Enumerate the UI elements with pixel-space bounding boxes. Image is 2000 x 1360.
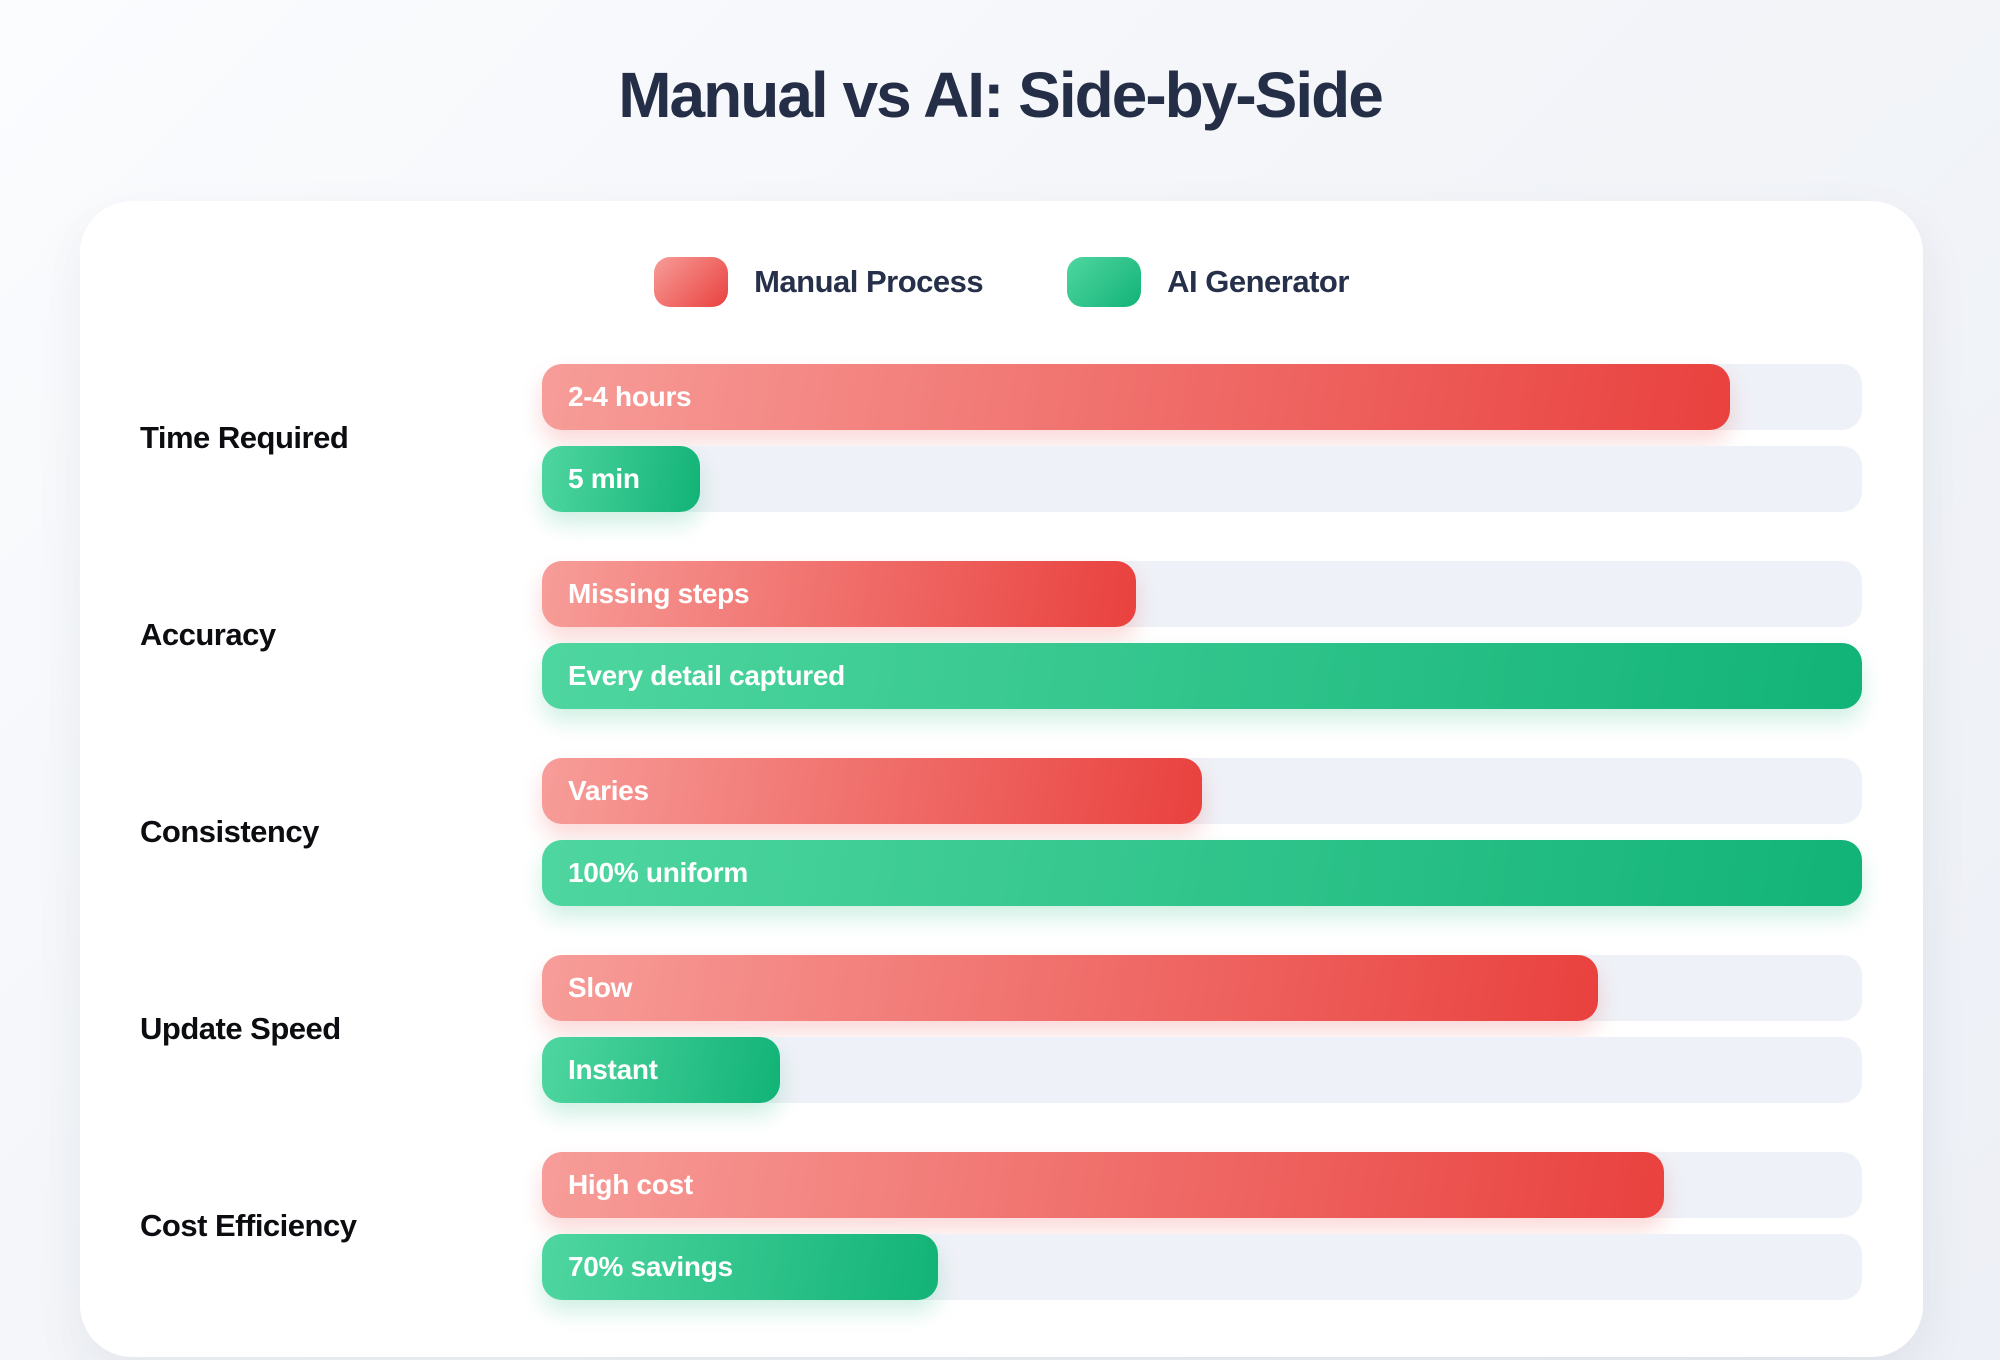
bar-manual: Varies — [542, 758, 1202, 824]
bar-value-label: 5 min — [568, 463, 640, 494]
bar-pair: Missing steps Every detail captured — [542, 561, 1862, 709]
bar-manual: High cost — [542, 1152, 1664, 1218]
legend-label-ai: AI Generator — [1167, 264, 1349, 299]
bar-track-manual: Varies — [542, 758, 1862, 824]
legend-item-manual: Manual Process — [654, 257, 984, 307]
bar-value-label: Varies — [568, 775, 649, 806]
bar-track-ai: 5 min — [542, 446, 1862, 512]
bar-value-label: Instant — [568, 1054, 658, 1085]
bar-track-ai: 100% uniform — [542, 840, 1862, 906]
bar-manual: 2-4 hours — [542, 364, 1730, 430]
category-label: Time Required — [140, 420, 349, 455]
manual-swatch-icon — [654, 257, 729, 307]
bar-value-label: High cost — [568, 1169, 693, 1200]
bar-ai: Instant — [542, 1037, 780, 1103]
bar-manual: Slow — [542, 955, 1598, 1021]
legend: Manual Process AI Generator — [80, 257, 1923, 307]
chart-row-update-speed: Update Speed Slow Instant — [80, 955, 1923, 1103]
bar-track-manual: Slow — [542, 955, 1862, 1021]
chart-row-time-required: Time Required 2-4 hours 5 min — [80, 364, 1923, 512]
category-label: Consistency — [140, 814, 319, 849]
bar-track-ai: Every detail captured — [542, 643, 1862, 709]
bar-ai: Every detail captured — [542, 643, 1862, 709]
bar-ai: 100% uniform — [542, 840, 1862, 906]
bar-value-label: Slow — [568, 972, 633, 1003]
legend-label-manual: Manual Process — [754, 264, 984, 299]
bar-pair: Slow Instant — [542, 955, 1862, 1103]
bar-ai: 70% savings — [542, 1234, 938, 1300]
bar-track-ai: 70% savings — [542, 1234, 1862, 1300]
chart-row-accuracy: Accuracy Missing steps Every detail capt… — [80, 561, 1923, 709]
category-label: Accuracy — [140, 617, 276, 652]
bar-value-label: Every detail captured — [568, 660, 845, 691]
page-title: Manual vs AI: Side-by-Side — [618, 59, 1384, 131]
bar-ai: 5 min — [542, 446, 701, 512]
bar-pair: High cost 70% savings — [542, 1152, 1862, 1300]
bar-value-label: 70% savings — [568, 1251, 733, 1282]
category-label: Cost Efficiency — [140, 1208, 357, 1243]
chart-card: Manual Process AI Generator Time Require… — [80, 201, 1923, 1357]
bar-value-label: 100% uniform — [568, 857, 748, 888]
bar-track-manual: High cost — [542, 1152, 1862, 1218]
legend-item-ai: AI Generator — [1067, 257, 1349, 307]
chart-row-consistency: Consistency Varies 100% uniform — [80, 758, 1923, 906]
bar-pair: 2-4 hours 5 min — [542, 364, 1862, 512]
bar-value-label: Missing steps — [568, 578, 750, 609]
category-label: Update Speed — [140, 1011, 341, 1046]
ai-swatch-icon — [1067, 257, 1142, 307]
bar-manual: Missing steps — [542, 561, 1136, 627]
bar-track-ai: Instant — [542, 1037, 1862, 1103]
bar-track-manual: Missing steps — [542, 561, 1862, 627]
chart-row-cost-efficiency: Cost Efficiency High cost 70% savings — [80, 1152, 1923, 1300]
bar-value-label: 2-4 hours — [568, 381, 692, 412]
bar-track-manual: 2-4 hours — [542, 364, 1862, 430]
bar-pair: Varies 100% uniform — [542, 758, 1862, 906]
